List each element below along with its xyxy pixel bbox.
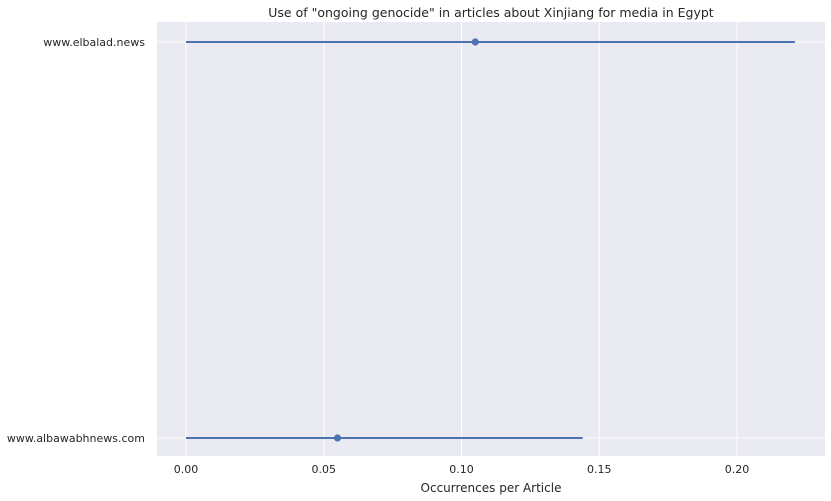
x-tick-label: 0.10 [449, 463, 474, 476]
x-tick-label: 0.20 [725, 463, 750, 476]
series [186, 38, 795, 442]
x-tick-label: 0.05 [312, 463, 337, 476]
x-axis-label: Occurrences per Article [421, 481, 562, 495]
y-tick-label: www.albawabhnews.com [7, 432, 145, 445]
plot-background [157, 22, 825, 456]
data-point [333, 434, 342, 442]
y-axis-labels: www.elbalad.news www.albawabhnews.com [7, 36, 145, 445]
data-point [471, 38, 479, 46]
x-tick-label: 0.00 [174, 463, 199, 476]
x-tick-label: 0.15 [587, 463, 612, 476]
x-axis-tick-labels: 0.00 0.05 0.10 0.15 0.20 [174, 463, 750, 476]
chart-title: Use of "ongoing genocide" in articles ab… [268, 5, 714, 20]
y-tick-label: www.elbalad.news [43, 36, 145, 49]
